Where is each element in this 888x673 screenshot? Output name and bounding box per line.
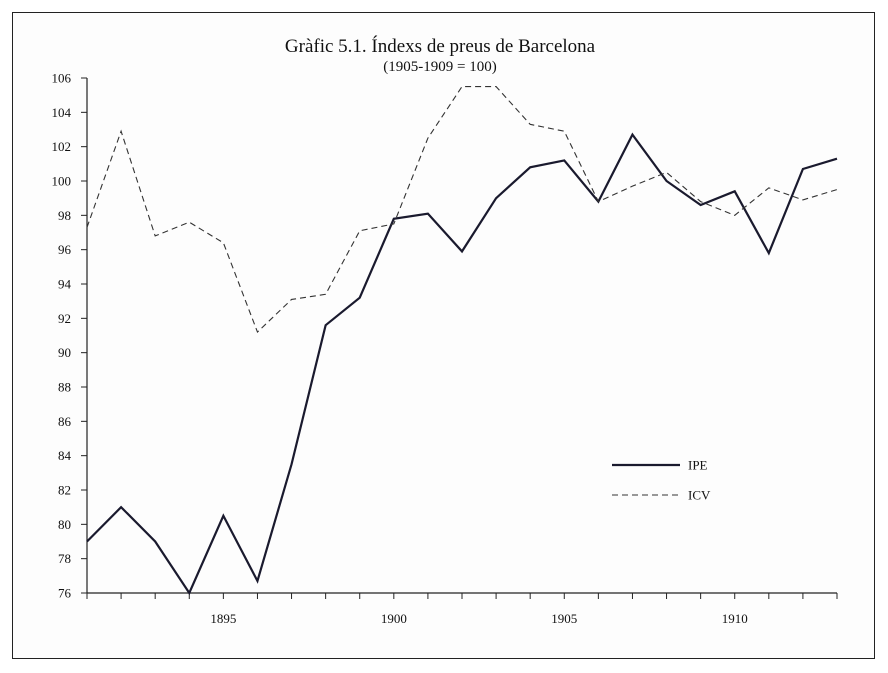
y-tick-label: 86 bbox=[58, 414, 72, 429]
y-tick-label: 92 bbox=[58, 311, 71, 326]
y-tick-label: 82 bbox=[58, 483, 71, 498]
series-line-icv bbox=[86, 86, 838, 334]
x-tick-label: 1900 bbox=[381, 611, 407, 626]
x-tick-label: 1910 bbox=[722, 611, 748, 626]
y-tick-label: 78 bbox=[58, 551, 71, 566]
legend-label-icv: ICV bbox=[688, 488, 711, 503]
series-group bbox=[86, 86, 838, 596]
legend-label-ipe: IPE bbox=[688, 458, 708, 473]
y-tick-label: 88 bbox=[58, 380, 71, 395]
series-line-ipe bbox=[86, 132, 838, 596]
y-tick-label: 96 bbox=[58, 242, 72, 257]
y-tick-label: 84 bbox=[58, 448, 72, 463]
chart-subtitle: (1905-1909 = 100) bbox=[383, 59, 496, 75]
x-tick-label: 1895 bbox=[210, 611, 236, 626]
legend: IPE ICV bbox=[612, 458, 711, 503]
y-tick-label: 76 bbox=[58, 586, 72, 601]
chart-frame bbox=[12, 12, 875, 659]
axes: 76 78 80 82 84 86 88 90 92 94 96 98 100 102 104 106 1895… bbox=[52, 71, 838, 626]
y-tick-label: 100 bbox=[52, 174, 72, 189]
chart-title: Gràfic 5.1. Índexs de preus de Barcelona bbox=[285, 35, 596, 57]
y-tick-label: 98 bbox=[58, 208, 71, 223]
y-tick-label: 104 bbox=[52, 105, 72, 120]
y-tick-label: 94 bbox=[58, 277, 72, 292]
y-tick-label: 106 bbox=[52, 71, 72, 86]
y-tick-label: 102 bbox=[52, 139, 72, 154]
x-tick-label: 1905 bbox=[551, 611, 577, 626]
y-tick-label: 80 bbox=[58, 517, 71, 532]
y-tick-label: 90 bbox=[58, 345, 71, 360]
